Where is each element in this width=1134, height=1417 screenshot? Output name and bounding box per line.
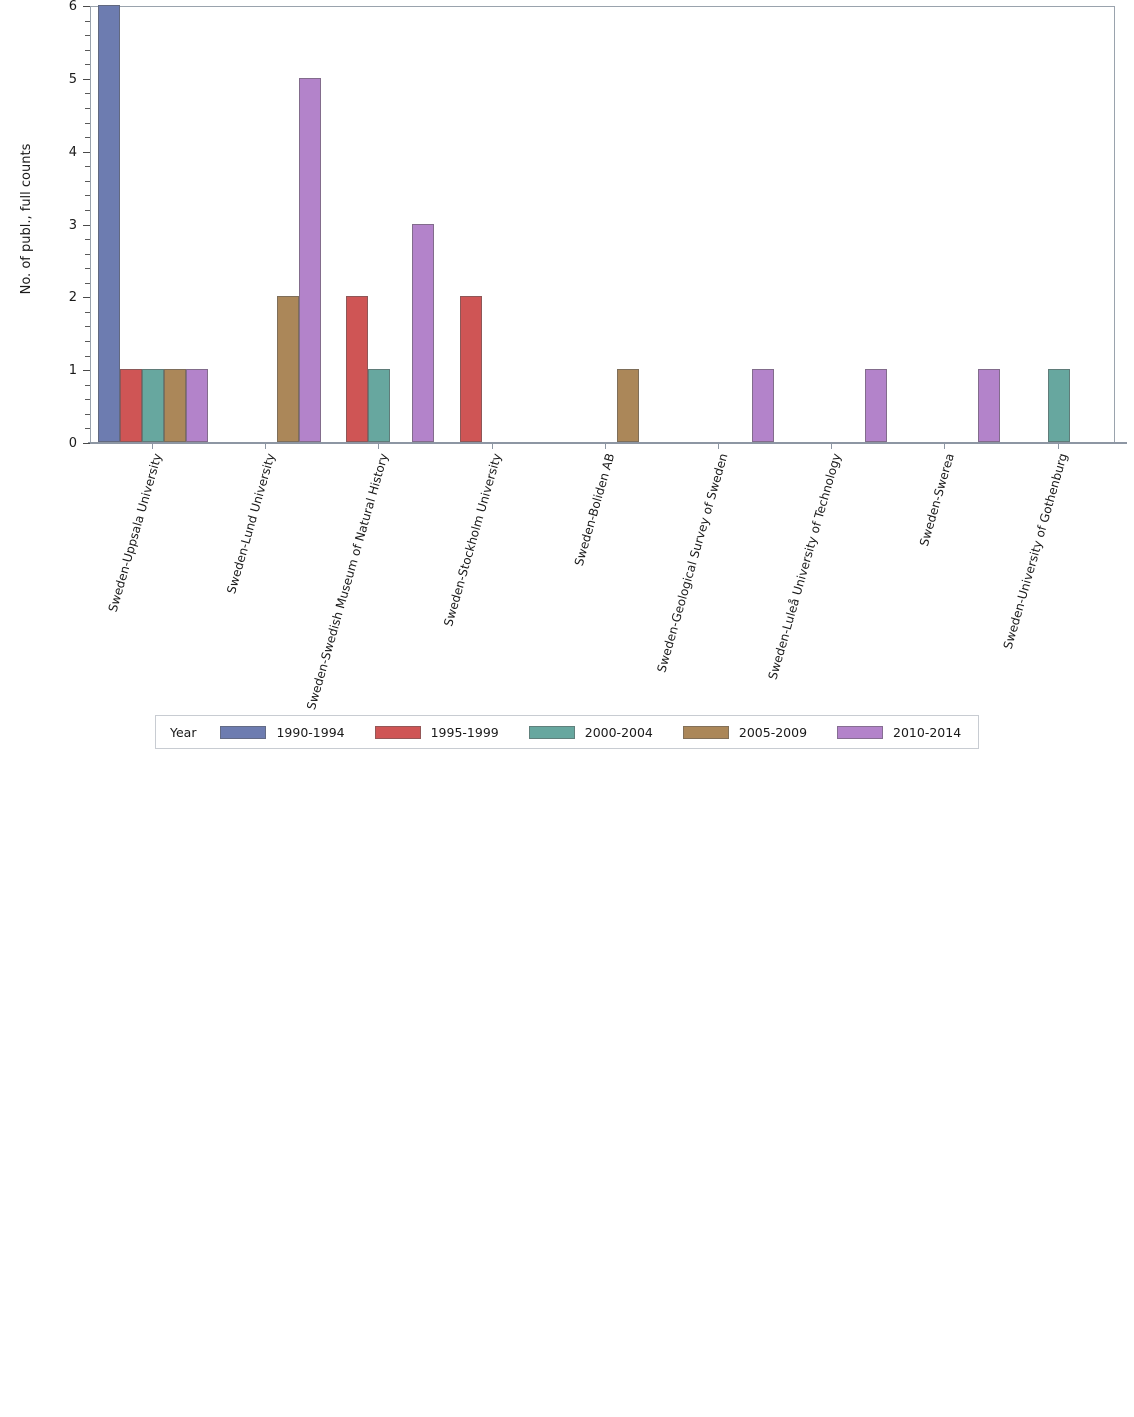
bar xyxy=(98,5,120,442)
x-axis-tick xyxy=(265,444,267,449)
y-axis-tick xyxy=(83,370,90,372)
legend-item-label: 2005-2009 xyxy=(738,724,808,740)
y-axis-minor-tick xyxy=(85,64,90,66)
y-axis-minor-tick xyxy=(85,253,90,255)
x-axis-tick xyxy=(718,444,719,449)
y-axis-minor-tick xyxy=(85,35,90,37)
y-axis-minor-tick xyxy=(85,428,90,430)
y-axis-minor-tick xyxy=(85,107,90,109)
x-axis-category-label: Sweden-Geological Survey of Sweden xyxy=(654,451,731,675)
y-axis-minor-tick xyxy=(85,195,90,197)
y-axis-minor-tick xyxy=(85,384,90,386)
y-axis-minor-tick xyxy=(85,326,90,328)
bars-container xyxy=(91,5,1114,442)
legend-title: Year xyxy=(170,724,197,740)
y-axis-minor-tick xyxy=(85,413,90,415)
y-axis-minor-tick xyxy=(85,239,90,241)
legend-item[interactable]: 2005-2009 xyxy=(682,724,808,740)
y-axis-tick xyxy=(83,6,90,7)
y-axis-minor-tick xyxy=(85,20,90,22)
bar xyxy=(752,369,774,442)
x-axis-tick xyxy=(491,444,493,449)
x-axis-tick xyxy=(152,444,153,449)
x-axis-tick xyxy=(378,444,380,449)
legend-item[interactable]: 1995-1999 xyxy=(374,724,499,740)
y-axis-minor-tick xyxy=(85,355,90,357)
bar-chart-figure: No. of publ., full counts 0 1 2 3 4 5 6 Sweden… xyxy=(19,0,1127,749)
y-axis-tick xyxy=(83,151,90,153)
plot-area xyxy=(90,5,1115,443)
y-axis-tick-label: 6 xyxy=(68,0,77,14)
y-axis-minor-tick xyxy=(85,49,90,51)
y-axis-tick-label: 1 xyxy=(68,363,77,379)
y-axis-title: No. of publ., full counts xyxy=(19,143,34,295)
bar xyxy=(616,369,639,442)
bar xyxy=(120,369,142,442)
x-axis-tick xyxy=(944,444,946,449)
bar xyxy=(142,369,164,442)
bar xyxy=(978,369,1001,442)
legend-item[interactable]: 2010-2014 xyxy=(837,725,961,740)
y-axis-tick-label: 2 xyxy=(68,290,77,306)
bar xyxy=(412,223,435,442)
y-axis-tick-label: 0 xyxy=(68,436,77,451)
y-axis-minor-tick xyxy=(85,137,90,139)
legend-item-label: 1990-1994 xyxy=(276,724,345,740)
legend-items: 1990-1994 1995-1999 2000-2004 2005-2009 2010… xyxy=(220,725,991,740)
x-axis-category-label: Sweden-Lund University xyxy=(224,451,278,596)
bar xyxy=(865,369,888,442)
y-axis-minor-tick xyxy=(85,268,90,270)
y-axis-minor-tick xyxy=(85,399,90,401)
y-axis-minor-tick xyxy=(85,341,90,343)
bar xyxy=(459,296,482,442)
y-axis-tick xyxy=(83,224,90,226)
legend-color-swatch xyxy=(528,725,575,739)
x-axis-category-label: Sweden-University of Gothenburg xyxy=(1000,451,1071,651)
legend: Year 1990-1994 1995-1999 2000-2004 2005-200… xyxy=(155,715,979,749)
y-axis-minor-tick xyxy=(85,166,90,168)
y-axis-minor-tick xyxy=(85,311,90,313)
x-axis-tick xyxy=(831,444,833,449)
bar xyxy=(368,369,391,442)
legend-color-swatch xyxy=(220,725,267,739)
y-axis-minor-tick xyxy=(85,93,90,95)
legend-item-label: 2010-2014 xyxy=(893,724,962,740)
x-axis-category-label: Sweden-Swedish Museum of Natural History xyxy=(304,451,391,712)
y-axis-minor-tick xyxy=(85,122,90,124)
bar xyxy=(346,296,369,442)
legend-item-label: 2000-2004 xyxy=(584,724,653,740)
legend-color-swatch xyxy=(837,725,884,739)
bar xyxy=(1047,369,1070,442)
legend-item-label: 1995-1999 xyxy=(430,724,499,740)
x-axis-spine xyxy=(88,442,1127,444)
x-axis-tick xyxy=(1057,444,1059,449)
legend-item[interactable]: 1990-1994 xyxy=(220,724,345,740)
legend-item[interactable]: 2000-2004 xyxy=(528,724,653,740)
x-axis-category-label: Sweden-Swerea xyxy=(916,451,957,548)
x-axis-category-label: Sweden-Stockholm University xyxy=(441,451,505,628)
y-axis-minor-tick xyxy=(85,209,90,211)
y-axis-minor-tick xyxy=(85,180,90,182)
y-axis-tick-label: 3 xyxy=(68,217,77,233)
bar xyxy=(277,296,300,442)
x-axis-tick xyxy=(604,444,606,449)
y-axis-tick xyxy=(83,78,90,80)
x-axis-category-label: Sweden-Luleå University of Technology xyxy=(765,451,844,682)
y-axis-minor-tick xyxy=(85,282,90,284)
bar xyxy=(299,77,322,442)
y-axis-tick xyxy=(83,297,90,299)
legend-color-swatch xyxy=(374,725,421,739)
y-axis-tick-label: 4 xyxy=(68,144,77,160)
bar xyxy=(164,369,186,442)
x-axis-category-label: Sweden-Boliden AB xyxy=(571,451,618,568)
bar xyxy=(186,369,208,442)
legend-color-swatch xyxy=(682,725,729,739)
y-axis-tick-label: 5 xyxy=(68,71,77,87)
y-axis-tick xyxy=(83,443,90,444)
